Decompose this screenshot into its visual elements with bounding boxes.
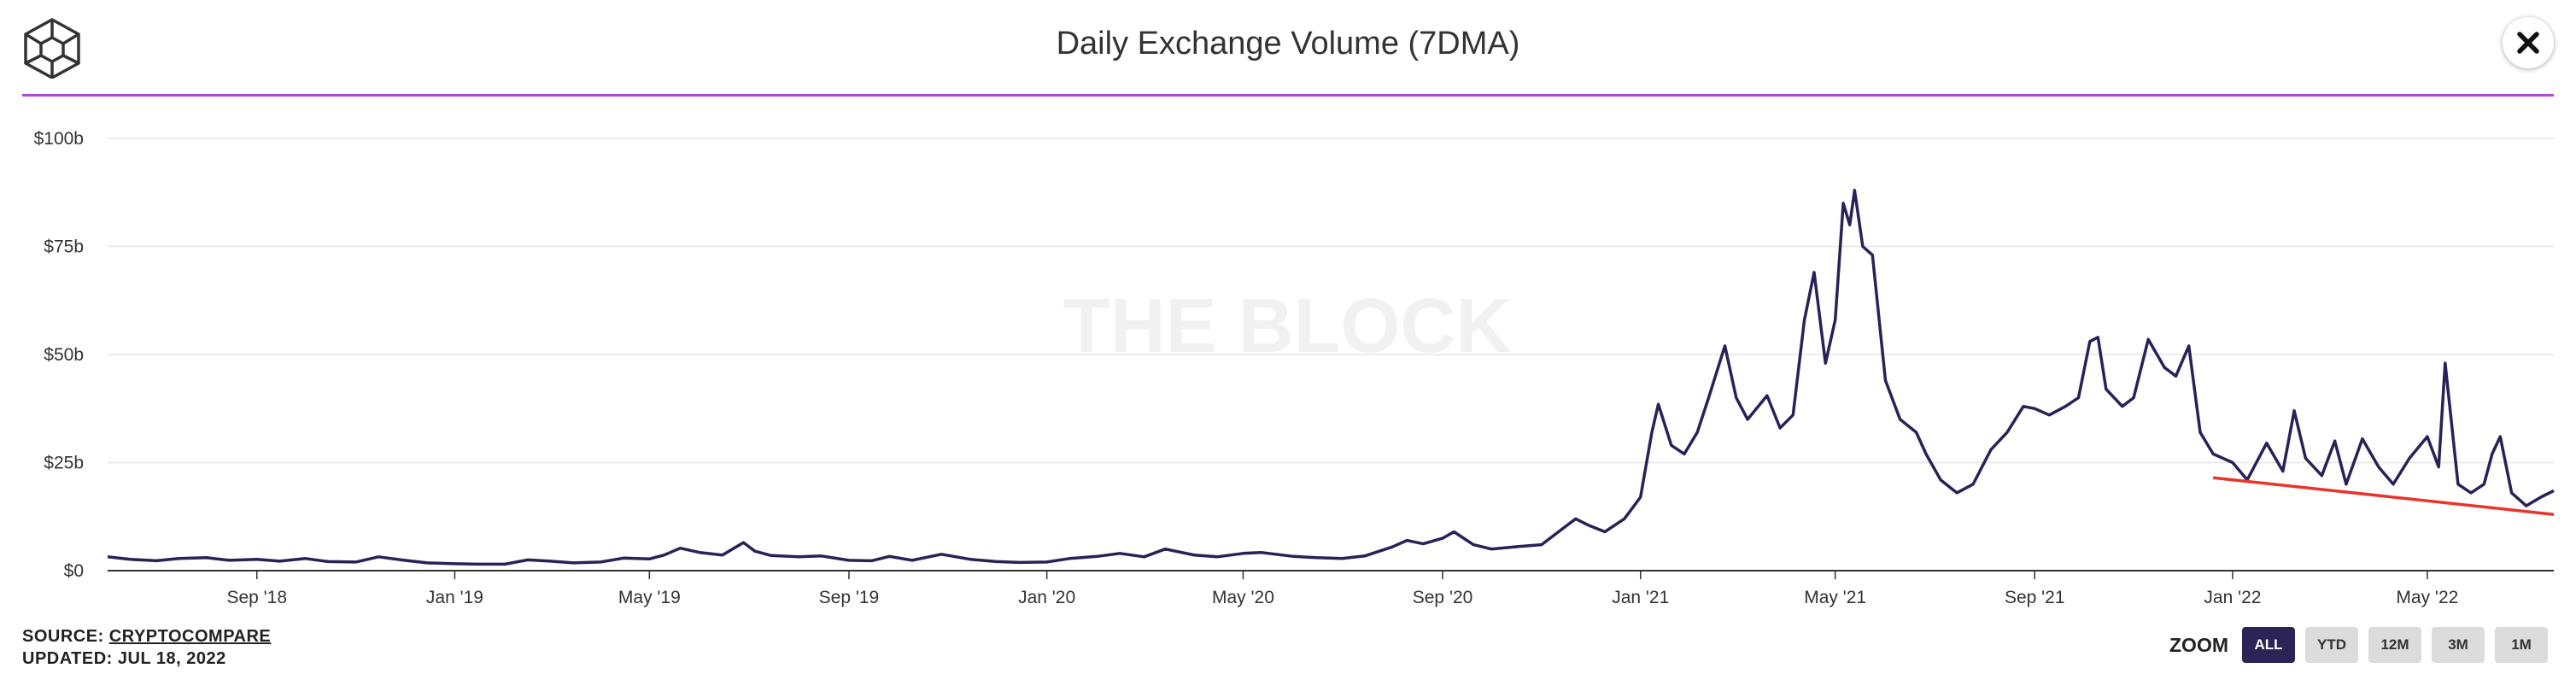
- chart-title: Daily Exchange Volume (7DMA): [1056, 26, 1520, 62]
- x-tick-label: Sep '21: [2005, 588, 2065, 607]
- source-info: SOURCE: CRYPTOCOMPARE UPDATED: JUL 18, 2…: [22, 625, 271, 670]
- x-tick-label: Jan '22: [2204, 588, 2261, 607]
- x-tick-label: May '21: [1804, 588, 1866, 607]
- x-tick-label: Sep '20: [1413, 588, 1473, 607]
- x-tick-label: Sep '18: [226, 588, 287, 607]
- zoom-controls: ZOOM ALL YTD 12M 3M 1M: [2169, 626, 2548, 664]
- x-tick-label: May '22: [2396, 588, 2458, 607]
- zoom-12m-button[interactable]: 12M: [2368, 627, 2421, 663]
- zoom-1m-button[interactable]: 1M: [2495, 627, 2548, 663]
- close-icon: [2517, 32, 2539, 54]
- title-divider: [22, 94, 2554, 97]
- y-tick-label: $75b: [44, 237, 84, 257]
- trendline-annotation: [2212, 476, 2555, 516]
- x-tick-label: Sep '19: [819, 588, 880, 607]
- x-tick-label: May '19: [618, 588, 681, 607]
- y-tick-label: $50b: [44, 345, 84, 365]
- the-block-cube-logo-icon[interactable]: [22, 17, 82, 79]
- x-tick-label: May '20: [1212, 588, 1274, 607]
- source-prefix: SOURCE:: [22, 627, 109, 646]
- watermark-text: THE BLOCK: [1063, 284, 1512, 369]
- zoom-all-button[interactable]: ALL: [2242, 627, 2295, 663]
- close-button[interactable]: [2503, 17, 2554, 68]
- exchange-volume-chart: THE BLOCK $0 $25b $50b $75b $100b Sep '18 Jan…: [34, 129, 2555, 607]
- x-tick-label: Jan '20: [1018, 588, 1075, 607]
- series-line: [107, 188, 2555, 566]
- y-tick-label: $100b: [34, 129, 84, 149]
- zoom-3m-button[interactable]: 3M: [2432, 627, 2485, 663]
- y-tick-label: $25b: [44, 454, 84, 473]
- x-tick-label: Jan '21: [1612, 588, 1669, 607]
- x-tick-label: Jan '19: [426, 588, 483, 607]
- updated-date: UPDATED: JUL 18, 2022: [22, 649, 226, 668]
- source-link[interactable]: CRYPTOCOMPARE: [108, 627, 272, 646]
- y-tick-label: $0: [64, 561, 84, 581]
- zoom-label: ZOOM: [2169, 633, 2228, 656]
- zoom-ytd-button[interactable]: YTD: [2305, 627, 2358, 663]
